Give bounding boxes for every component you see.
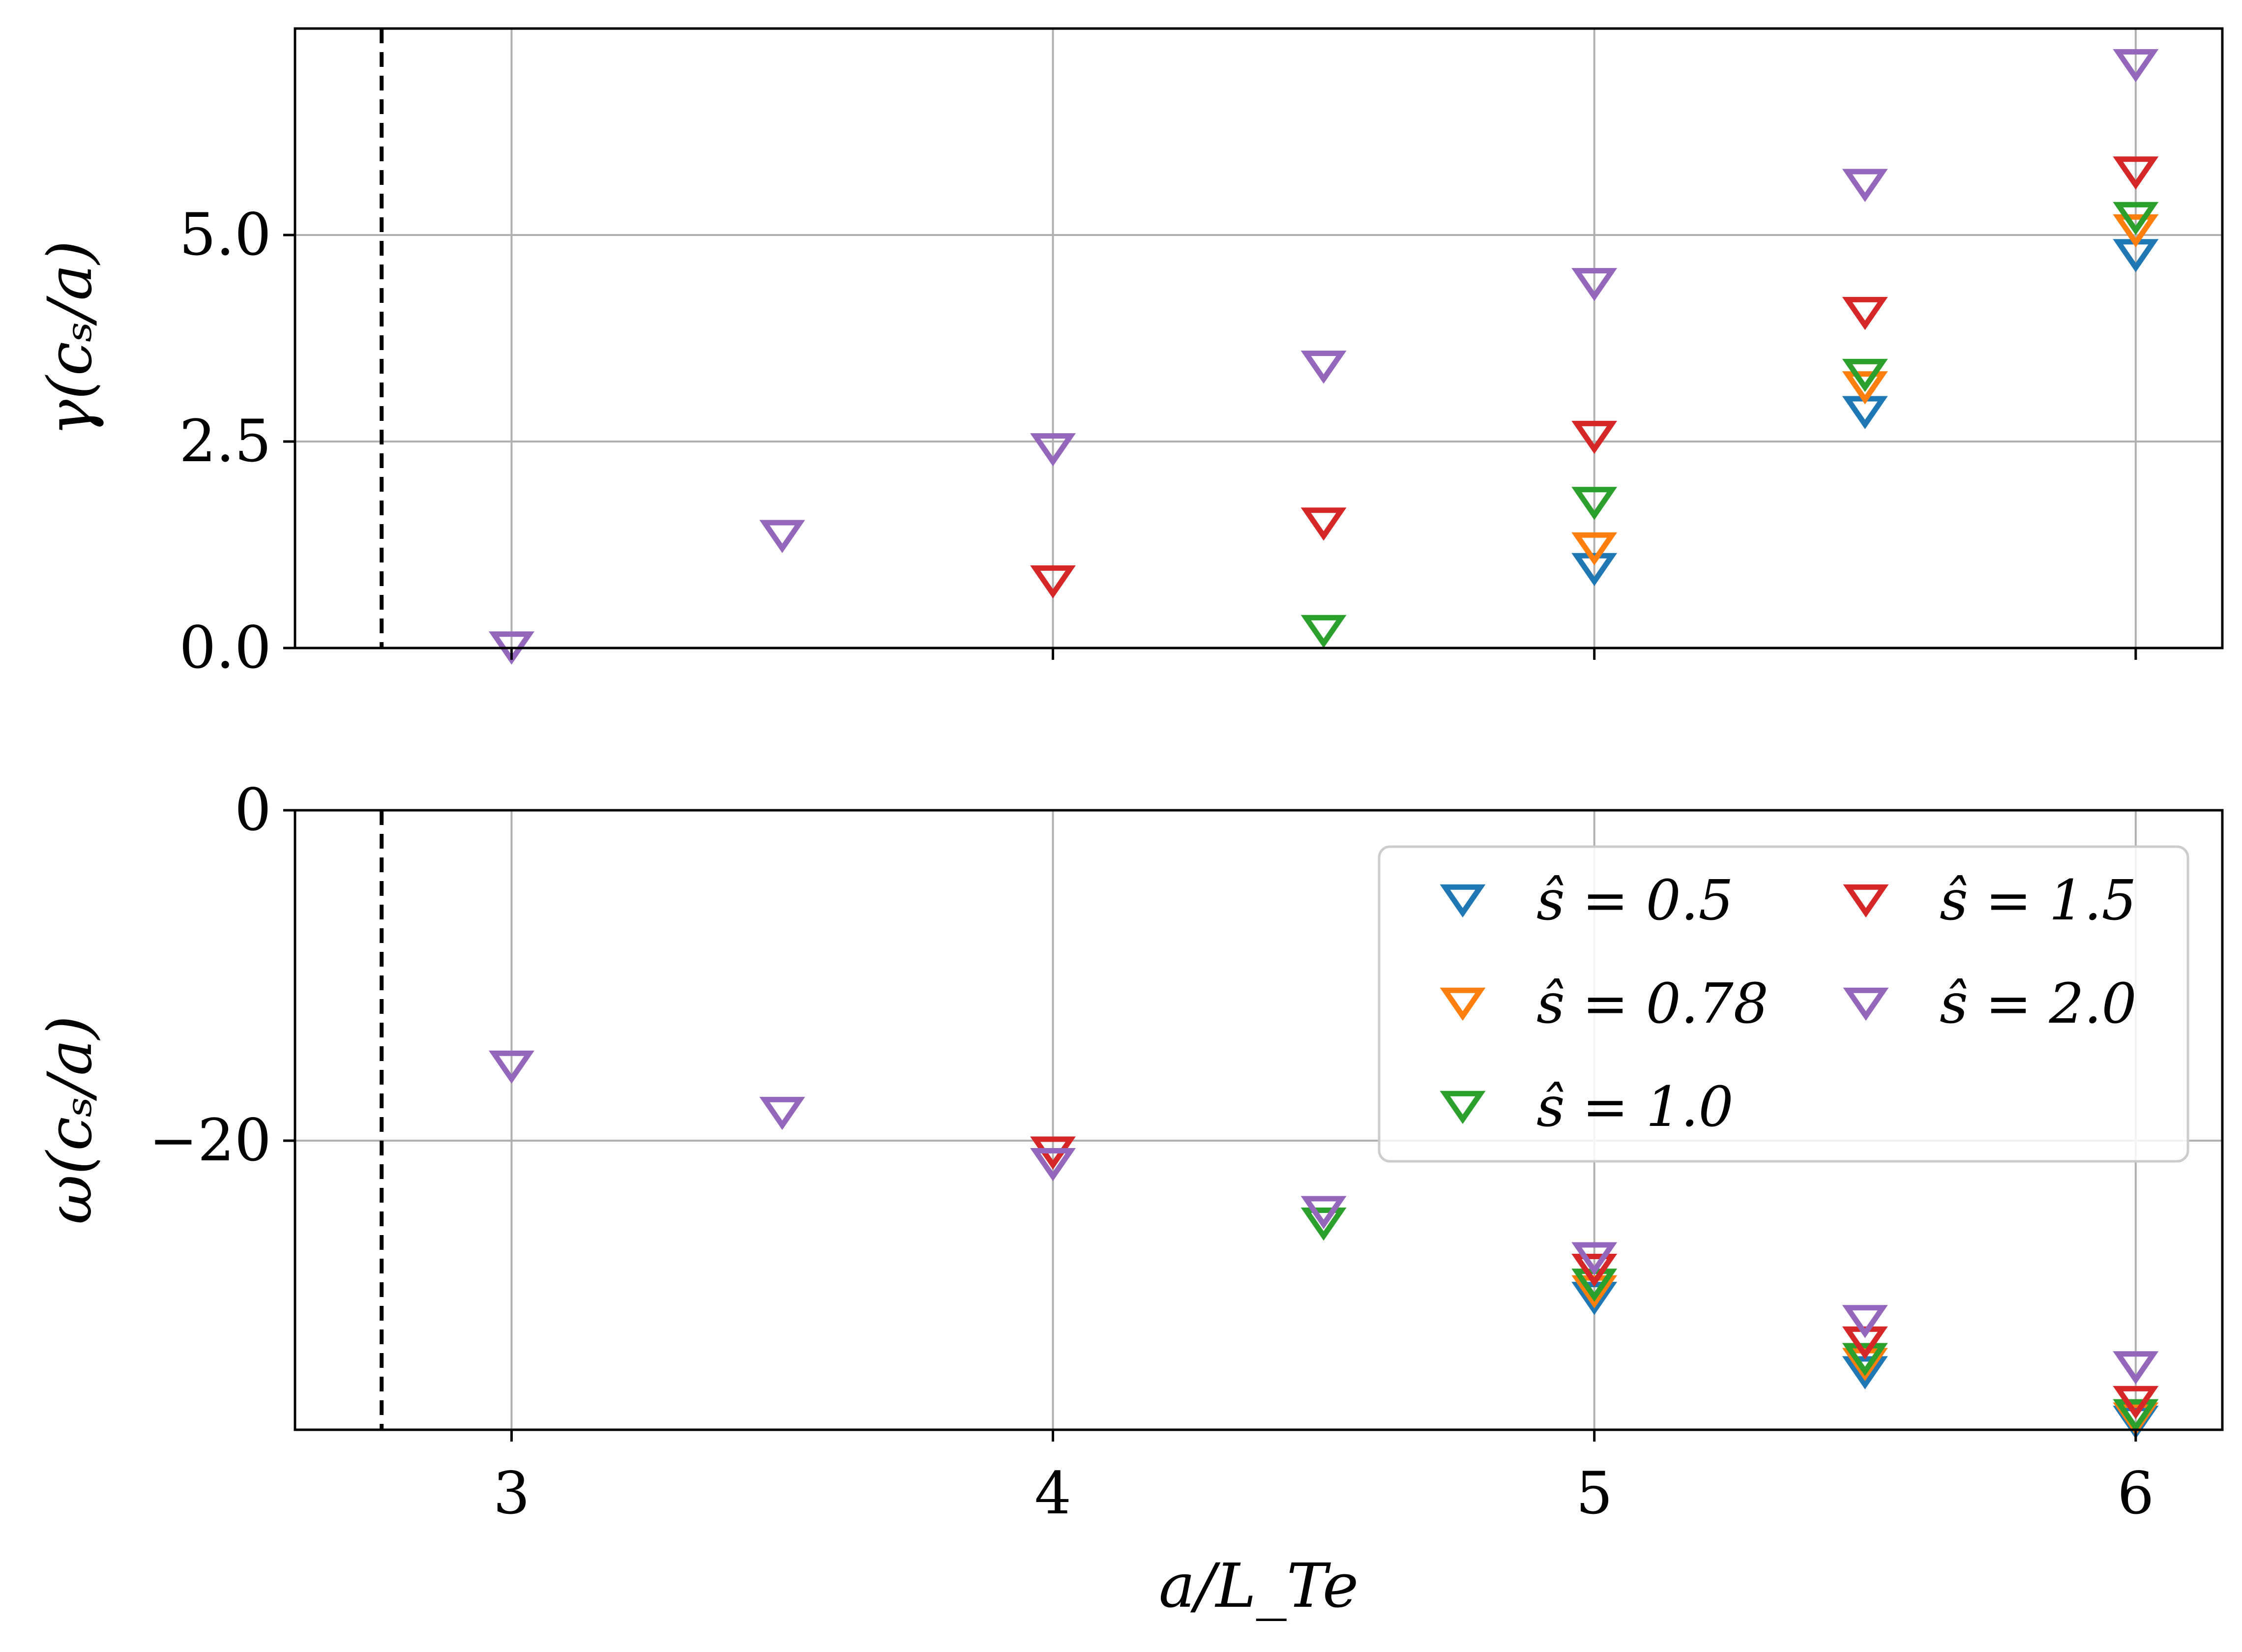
data-point-0.5 bbox=[1571, 553, 1618, 587]
data-point-2.0 bbox=[2113, 1351, 2159, 1385]
y-tick-label: 5.0 bbox=[179, 201, 271, 268]
data-point-2.0 bbox=[1842, 169, 1888, 202]
legend: ŝ = 0.5 ŝ = 0.78 ŝ = 1.0 ŝ = 1.5 ŝ = 2.0 bbox=[1378, 845, 2189, 1163]
legend-label: ŝ = 1.0 bbox=[1536, 1075, 1734, 1139]
growth-rate-panel: 0.0 2.5 5.0 γ(cₛ/a) bbox=[35, 27, 2224, 681]
legend-label: ŝ = 1.5 bbox=[1940, 869, 2137, 933]
data-point-2.0 bbox=[2113, 49, 2159, 83]
data-point-1.5 bbox=[2113, 156, 2159, 190]
data-point-2.0 bbox=[759, 520, 805, 553]
data-point-2.0 bbox=[1030, 433, 1076, 467]
data-point-0.78 bbox=[2113, 214, 2159, 248]
data-point-1.0 bbox=[1842, 1343, 1888, 1376]
data-point-1.0 bbox=[1300, 615, 1347, 649]
y-axis-label: ω(cₛ/a) bbox=[35, 1016, 106, 1225]
data-point-1.5 bbox=[1571, 1254, 1618, 1287]
y-tick-label: 0 bbox=[235, 776, 271, 844]
data-point-1.5 bbox=[1030, 565, 1076, 599]
x-tick-label: 5 bbox=[1576, 1459, 1613, 1527]
y-axis-label: γ(cₛ/a) bbox=[35, 240, 106, 436]
x-axis-label: a/L_Te bbox=[1159, 1551, 1359, 1622]
data-point-1.5 bbox=[2113, 1386, 2159, 1419]
frequency-panel: 0 −20 3 4 5 6 ω(cₛ/a) a/L_Te bbox=[35, 776, 2224, 1622]
axes-frame bbox=[294, 27, 2224, 649]
data-point-0.78 bbox=[1571, 532, 1618, 566]
data-point-1.0 bbox=[1571, 487, 1618, 520]
legend-marker bbox=[1843, 987, 1889, 1021]
y-tick-label: −20 bbox=[149, 1106, 271, 1174]
data-point-2.0 bbox=[1842, 1305, 1888, 1338]
x-tick-label: 4 bbox=[1034, 1459, 1071, 1527]
axes-frame bbox=[294, 809, 2224, 1431]
legend-label: ŝ = 2.0 bbox=[1940, 972, 2137, 1036]
legend-marker bbox=[1440, 1091, 1486, 1124]
data-point-1.5 bbox=[1571, 420, 1618, 454]
data-point-2.0 bbox=[1571, 1242, 1618, 1275]
legend-marker bbox=[1440, 987, 1486, 1021]
data-point-1.5 bbox=[1842, 296, 1888, 330]
x-tick-label: 3 bbox=[493, 1459, 530, 1527]
data-point-1.0 bbox=[1842, 358, 1888, 392]
legend-marker bbox=[1440, 884, 1486, 918]
y-tick-label: 2.5 bbox=[179, 407, 271, 475]
data-point-2.0 bbox=[1300, 351, 1347, 384]
data-point-2.0 bbox=[759, 1096, 805, 1130]
data-point-2.0 bbox=[488, 1050, 534, 1084]
legend-box bbox=[1378, 845, 2189, 1163]
data-point-0.78 bbox=[1842, 371, 1888, 405]
data-point-1.0 bbox=[2113, 202, 2159, 236]
x-tick-label: 6 bbox=[2117, 1459, 2154, 1527]
data-point-1.0 bbox=[1300, 1207, 1347, 1241]
y-tick-label: 0.0 bbox=[179, 614, 271, 681]
legend-label: ŝ = 0.78 bbox=[1536, 972, 1769, 1036]
data-point-2.0 bbox=[1030, 1148, 1076, 1181]
legend-marker bbox=[1843, 884, 1889, 918]
data-point-1.0 bbox=[2113, 1399, 2159, 1433]
legend-label: ŝ = 0.5 bbox=[1536, 869, 1734, 933]
data-point-1.5 bbox=[1300, 507, 1347, 541]
data-point-2.0 bbox=[1300, 1196, 1347, 1229]
data-point-2.0 bbox=[1571, 268, 1618, 301]
